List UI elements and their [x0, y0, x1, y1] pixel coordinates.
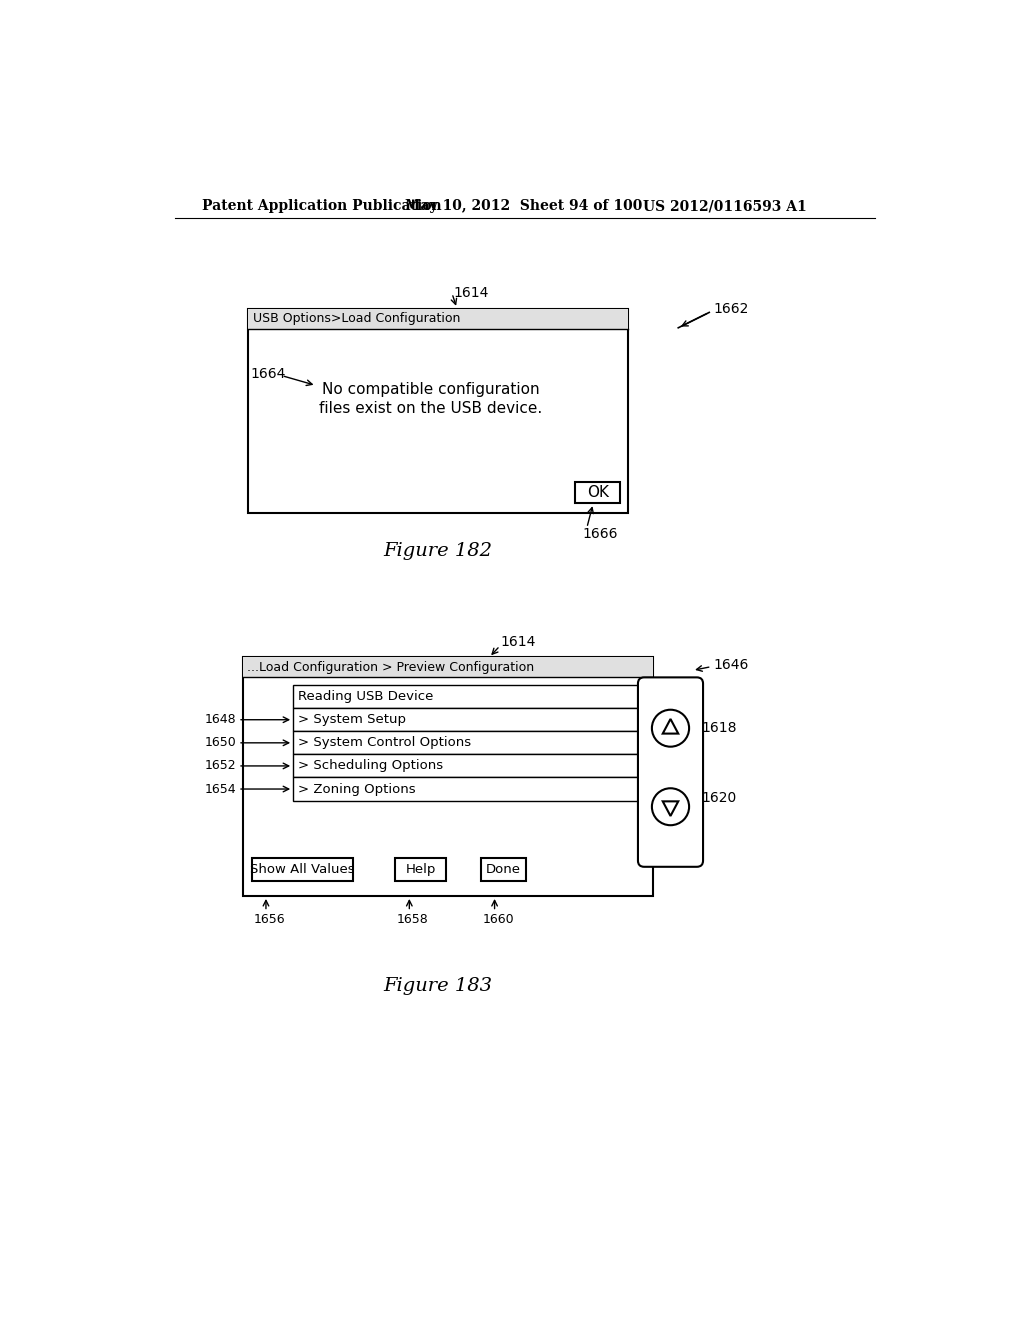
Text: 1614: 1614: [500, 635, 536, 649]
Text: > Scheduling Options: > Scheduling Options: [298, 759, 442, 772]
Bar: [293, 685, 638, 708]
Text: Done: Done: [485, 862, 520, 875]
Text: 1646: 1646: [713, 659, 749, 672]
Text: Reading USB Device: Reading USB Device: [298, 690, 433, 704]
Text: 1648: 1648: [205, 713, 237, 726]
Text: > System Setup: > System Setup: [298, 713, 406, 726]
Text: 1614: 1614: [454, 286, 488, 300]
Text: 1658: 1658: [397, 912, 429, 925]
Text: 1662: 1662: [713, 301, 749, 315]
Text: ...Load Configuration > Preview Configuration: ...Load Configuration > Preview Configur…: [248, 661, 535, 675]
Text: files exist on the USB device.: files exist on the USB device.: [318, 401, 542, 416]
Bar: [480, 858, 525, 880]
Bar: [248, 309, 628, 512]
Bar: [395, 858, 445, 880]
Bar: [293, 755, 638, 777]
Text: > System Control Options: > System Control Options: [298, 737, 471, 750]
Text: US 2012/0116593 A1: US 2012/0116593 A1: [643, 199, 807, 213]
Text: 1660: 1660: [482, 912, 514, 925]
Text: 1664: 1664: [251, 367, 286, 381]
Text: Help: Help: [406, 862, 436, 875]
Text: USB Options>Load Configuration: USB Options>Load Configuration: [253, 312, 460, 325]
Bar: [243, 657, 653, 896]
Text: 1650: 1650: [205, 737, 237, 750]
Text: Figure 182: Figure 182: [384, 543, 493, 560]
Bar: [293, 708, 638, 731]
Bar: [575, 482, 621, 503]
Text: OK: OK: [587, 484, 608, 500]
Text: May 10, 2012  Sheet 94 of 100: May 10, 2012 Sheet 94 of 100: [406, 199, 643, 213]
Text: 1652: 1652: [205, 759, 237, 772]
Text: 1618: 1618: [701, 721, 737, 735]
Text: > Zoning Options: > Zoning Options: [298, 783, 416, 796]
Text: 1666: 1666: [583, 527, 618, 541]
Bar: [243, 657, 653, 677]
FancyBboxPatch shape: [638, 677, 703, 867]
Bar: [252, 858, 352, 880]
Text: Patent Application Publication: Patent Application Publication: [202, 199, 441, 213]
Bar: [293, 731, 638, 755]
Bar: [293, 777, 638, 800]
Text: 1654: 1654: [205, 783, 237, 796]
Text: No compatible configuration: No compatible configuration: [322, 381, 540, 397]
Text: Show All Values: Show All Values: [250, 862, 354, 875]
Bar: [248, 309, 628, 329]
Text: Figure 183: Figure 183: [384, 977, 493, 995]
Text: 1656: 1656: [254, 912, 285, 925]
Text: 1620: 1620: [701, 791, 736, 804]
